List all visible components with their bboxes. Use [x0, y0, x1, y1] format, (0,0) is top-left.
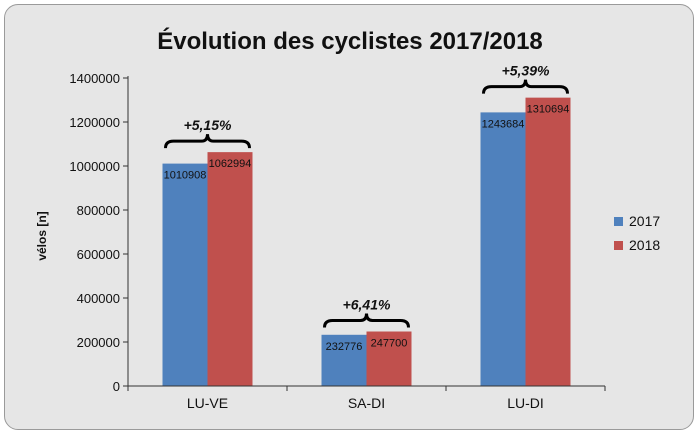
y-tick-label: 400000 [77, 291, 120, 306]
growth-annotation: +5,15% [184, 117, 232, 133]
bar-2018-LU-DI [525, 97, 571, 386]
x-axis: LU-VE SA-DI LU-DI [187, 395, 544, 411]
brace [164, 134, 251, 149]
x-tick-label: LU-VE [187, 395, 228, 411]
bar-2017-LU-VE [162, 163, 208, 386]
y-tick-label: 600000 [77, 247, 120, 262]
bar-2018-LU-VE [207, 152, 253, 386]
brace [323, 313, 410, 328]
legend: 2017 2018 [614, 213, 660, 253]
data-label: 1243684 [482, 118, 525, 130]
y-tick-label: 200000 [77, 335, 120, 350]
bars [162, 97, 571, 386]
bar-2017-SA-DI [321, 334, 367, 386]
data-label: 232776 [326, 341, 363, 353]
bar-2018-SA-DI [366, 331, 412, 386]
data-label: 1062994 [209, 158, 252, 170]
growth-annotation: +5,39% [502, 63, 550, 79]
legend-label: 2017 [629, 213, 660, 229]
y-tick-label: 1400000 [69, 71, 120, 86]
y-tick-label: 1000000 [69, 159, 120, 174]
growth-annotation: +6,41% [343, 297, 391, 313]
data-label: 1010908 [164, 170, 207, 182]
data-label: 1310694 [527, 104, 570, 116]
axes [127, 76, 606, 391]
bar-2017-LU-DI [480, 112, 526, 386]
y-axis-label: vélos [n] [35, 211, 49, 260]
chart-title: Évolution des cyclistes 2017/2018 [157, 28, 543, 55]
y-tick-label: 0 [113, 379, 120, 394]
x-tick-label: LU-DI [507, 395, 544, 411]
x-tick-label: SA-DI [348, 395, 385, 411]
annotations: +5,15% +6,41% +5,39% [164, 63, 569, 328]
y-tick-label: 800000 [77, 203, 120, 218]
y-tick-label: 1200000 [69, 115, 120, 130]
legend-label: 2018 [629, 237, 660, 253]
legend-swatch [614, 241, 623, 250]
y-axis: 0 200000 400000 600000 800000 1000000 1200000 1… [69, 71, 128, 394]
legend-swatch [614, 217, 623, 226]
brace [482, 79, 569, 94]
data-label: 247700 [371, 338, 408, 350]
